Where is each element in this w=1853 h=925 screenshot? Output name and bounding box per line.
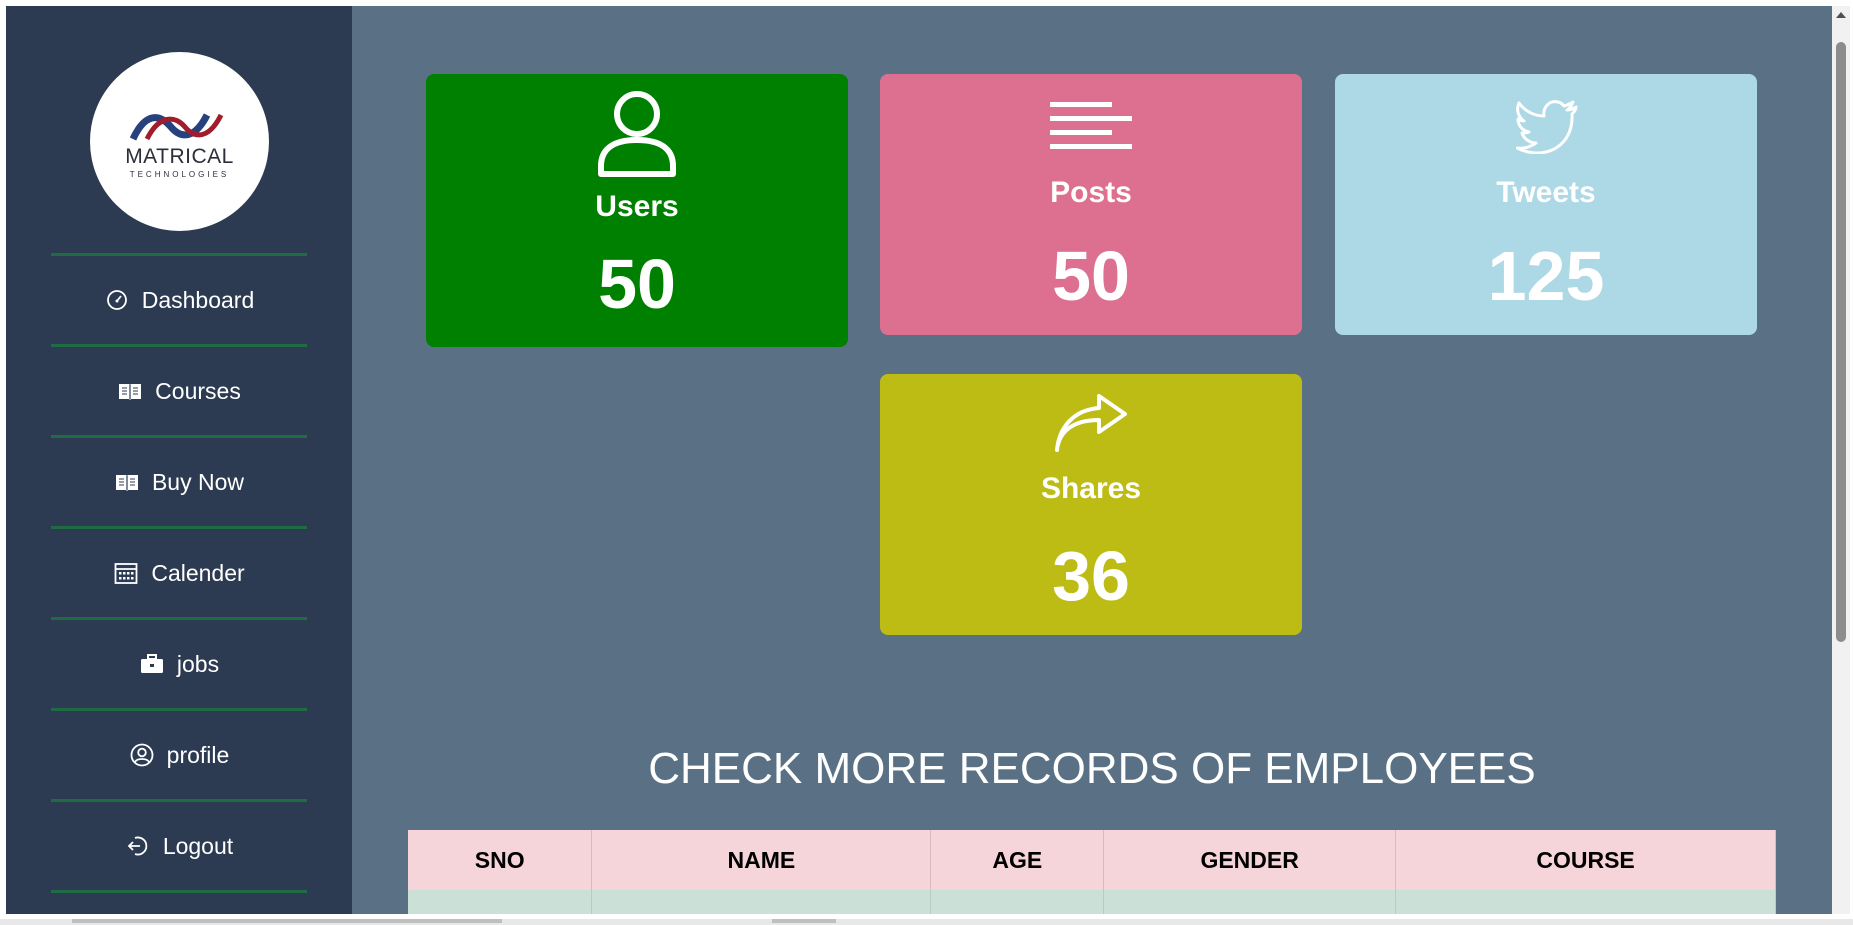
horizontal-scrollbar-marker (772, 919, 836, 923)
user-circle-icon (129, 742, 155, 768)
column-header-sno[interactable]: SNO (408, 830, 593, 890)
book-icon (117, 378, 143, 404)
share-icon (1055, 394, 1127, 452)
sidebar-item-profile[interactable]: profile (51, 711, 307, 802)
speedometer-icon (104, 287, 130, 313)
sidebar: MATRICAL TECHNOLOGIES Dashboard Courses (6, 6, 352, 914)
sidebar-item-label: Courses (155, 377, 241, 404)
table-cell (408, 890, 593, 914)
tweets-label: Tweets (1496, 176, 1596, 209)
column-header-gender[interactable]: GENDER (1103, 830, 1397, 890)
column-header-age[interactable]: AGE (930, 830, 1105, 890)
table-cell (1103, 890, 1397, 914)
sidebar-item-label: Logout (162, 832, 234, 859)
employee-records-table: SNO NAME AGE GENDER COURSE (408, 830, 1776, 914)
sidebar-nav: Dashboard Courses Buy Now Calender (51, 253, 307, 893)
scrollbar-thumb[interactable] (1836, 42, 1846, 642)
posts-card[interactable]: Posts 50 (880, 74, 1302, 335)
horizontal-scrollbar[interactable] (0, 919, 1853, 925)
app-window: MATRICAL TECHNOLOGIES Dashboard Courses (6, 6, 1832, 914)
table-row[interactable] (408, 890, 1776, 914)
vertical-scrollbar[interactable] (1832, 6, 1850, 914)
table-cell (1395, 890, 1776, 914)
sidebar-item-label: Calender (151, 559, 245, 586)
shares-count: 36 (1052, 537, 1130, 615)
nav-divider (51, 253, 307, 256)
horizontal-scrollbar-thumb[interactable] (72, 919, 502, 923)
logout-icon (125, 833, 151, 859)
users-count: 50 (598, 245, 676, 323)
shares-card[interactable]: Shares 36 (880, 374, 1302, 635)
sidebar-item-jobs[interactable]: jobs (51, 620, 307, 711)
table-cell (930, 890, 1105, 914)
table-header-row: SNO NAME AGE GENDER COURSE (408, 830, 1776, 890)
briefcase-icon (139, 651, 165, 677)
logo-mark-icon (129, 113, 224, 141)
user-icon (598, 91, 676, 177)
company-logo[interactable]: MATRICAL TECHNOLOGIES (90, 52, 269, 231)
column-header-name[interactable]: NAME (591, 830, 932, 890)
scroll-up-arrow-icon[interactable] (1836, 12, 1846, 18)
column-header-course[interactable]: COURSE (1395, 830, 1776, 890)
sidebar-item-label: jobs (176, 650, 220, 677)
sidebar-item-buy-now[interactable]: Buy Now (51, 438, 307, 529)
sidebar-item-dashboard[interactable]: Dashboard (51, 256, 307, 347)
logo-name: MATRICAL (125, 145, 234, 168)
shares-label: Shares (1040, 472, 1142, 505)
logo-tagline: TECHNOLOGIES (129, 170, 230, 179)
open-book-icon (114, 469, 140, 495)
posts-count: 50 (1052, 237, 1130, 315)
users-card[interactable]: Users 50 (426, 74, 848, 347)
lines-icon (1050, 102, 1132, 149)
sidebar-item-calender[interactable]: Calender (51, 529, 307, 620)
calendar-icon (113, 560, 139, 586)
sidebar-item-label: Dashboard (141, 286, 255, 313)
posts-label: Posts (1050, 176, 1132, 209)
records-title: CHECK MORE RECORDS OF EMPLOYEES (648, 744, 1536, 793)
sidebar-item-label: Buy Now (151, 468, 245, 495)
tweets-card[interactable]: Tweets 125 (1335, 74, 1757, 335)
tweets-count: 125 (1487, 237, 1605, 315)
twitter-icon (1516, 100, 1578, 154)
sidebar-item-courses[interactable]: Courses (51, 347, 307, 438)
sidebar-item-label: profile (166, 741, 230, 768)
sidebar-item-logout[interactable]: Logout (51, 802, 307, 893)
users-label: Users (595, 190, 679, 223)
table-cell (591, 890, 932, 914)
